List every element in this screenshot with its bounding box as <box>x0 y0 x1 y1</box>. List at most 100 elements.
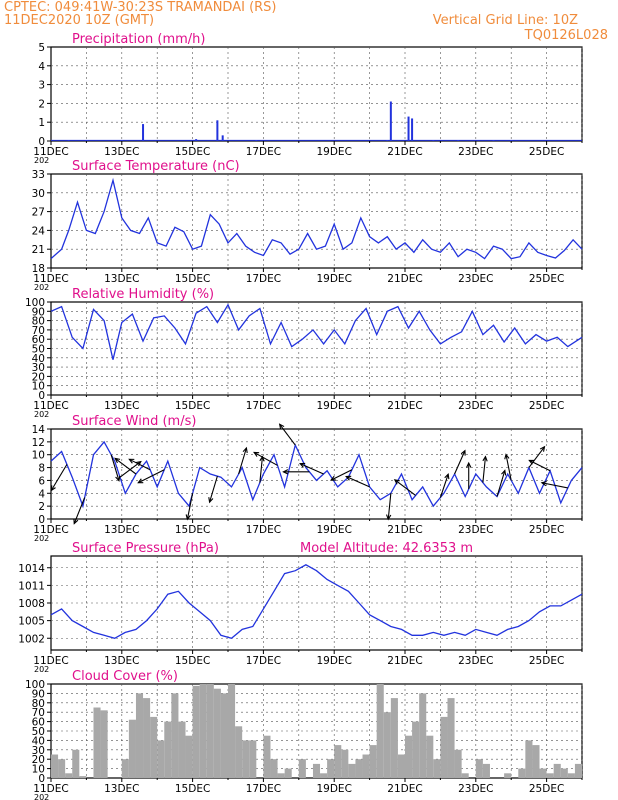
wind-arrow-head <box>528 459 535 465</box>
cloud-bar <box>376 684 384 778</box>
cloud-bar <box>128 719 136 778</box>
wind-arrow-head <box>128 458 135 464</box>
y-tick-label: 2 <box>38 501 45 513</box>
wind-arrow-head <box>282 469 289 475</box>
cloud-bar <box>518 768 526 778</box>
y-tick-label: 80 <box>32 316 45 328</box>
cloud-bar <box>220 693 228 778</box>
cloud-bar <box>334 745 342 778</box>
cloud-bar <box>270 759 278 778</box>
x-tick-label: 21DEC <box>387 655 422 667</box>
x-tick-label: 19DEC <box>316 400 351 412</box>
precip-bar <box>389 101 392 141</box>
wind-arrow <box>454 450 466 475</box>
wind-arrow-head <box>114 457 121 464</box>
precip-bar <box>221 135 224 141</box>
wind-arrow-head <box>460 449 466 456</box>
cloud-bar <box>369 745 377 778</box>
x-tick-label: 23DEC <box>458 783 493 795</box>
wind-arrow <box>345 475 370 488</box>
y-tick-label: 5 <box>38 42 45 54</box>
cloud-bar <box>482 763 490 778</box>
x-tick-label: 13DEC <box>104 655 139 667</box>
x-tick-label: 25DEC <box>529 783 564 795</box>
series-line-temp <box>50 177 583 260</box>
panel-frame-wind <box>50 428 583 520</box>
wind-arrow-head <box>242 446 248 454</box>
cloud-bar <box>135 693 144 778</box>
wind-arrow <box>299 463 324 475</box>
cloud-bar <box>185 735 193 778</box>
cloud-bar <box>320 773 328 778</box>
wind-arrow <box>253 451 278 466</box>
wind-arrow-head <box>115 475 121 482</box>
x-year-label: 202 <box>34 283 49 292</box>
panel-title-temp: Surface Temperature (nC) <box>72 159 240 174</box>
x-tick-label: 21DEC <box>387 524 422 536</box>
wind-arrow <box>529 459 551 472</box>
x-tick-label: 23DEC <box>458 524 493 536</box>
wind-arrow <box>186 493 194 520</box>
x-tick-label: 13DEC <box>104 400 139 412</box>
wind-arrow-head <box>539 445 546 452</box>
vertical-grid-note: Vertical Grid Line: 10Z <box>432 13 578 28</box>
x-tick-label: 21DEC <box>387 146 422 158</box>
y-tick-label: 6 <box>38 475 45 487</box>
wind-arrow <box>387 493 392 520</box>
cloud-bar <box>277 773 285 778</box>
wind-arrow-head <box>50 485 56 492</box>
wind-arrow <box>114 457 137 475</box>
wind-arrow-head <box>393 479 400 485</box>
x-tick-label: 11DEC <box>33 273 68 285</box>
y-tick-label: 60 <box>32 717 45 729</box>
station-title: CPTEC: 049:41W-30:23S TRAMANDAI (RS) <box>4 0 277 15</box>
series-line-wind <box>50 440 583 509</box>
x-tick-label: 15DEC <box>175 273 210 285</box>
x-tick-label: 17DEC <box>246 400 281 412</box>
y-tick-label: 70 <box>32 707 45 719</box>
panel-title-rh: Relative Humidity (%) <box>72 287 214 302</box>
cloud-bar <box>341 749 349 778</box>
wind-arrow-head <box>540 480 547 487</box>
x-tick-label: 15DEC <box>175 655 210 667</box>
cloud-bar <box>440 716 448 778</box>
x-tick-label: 17DEC <box>246 524 281 536</box>
cloud-bar <box>199 684 207 778</box>
y-tick-label: 50 <box>32 726 45 738</box>
wind-arrow <box>73 497 86 524</box>
wind-arrow-head <box>253 451 260 457</box>
cloud-bar <box>475 759 483 778</box>
y-tick-label: 10 <box>32 450 45 462</box>
x-year-label: 202 <box>34 793 49 800</box>
cloud-bar <box>263 735 271 778</box>
wind-arrow <box>394 479 416 496</box>
cloud-bar <box>58 759 66 778</box>
panel-frame-precip <box>50 46 583 142</box>
wind-arrow-head <box>73 518 79 525</box>
wind-arrow-head <box>444 472 450 480</box>
precip-bar <box>411 118 414 141</box>
wind-arrow <box>528 446 545 468</box>
x-tick-label: 19DEC <box>316 273 351 285</box>
cloud-bar <box>79 776 87 778</box>
cloud-bar <box>65 773 73 778</box>
cloud-bar <box>249 740 257 778</box>
wind-arrow <box>259 456 264 483</box>
wind-arrow-head <box>208 497 214 504</box>
y-tick-label: 70 <box>32 325 45 337</box>
cloud-bar <box>419 693 427 778</box>
wind-arrow-head <box>185 514 191 521</box>
cloud-bar <box>100 710 108 778</box>
x-tick-label: 23DEC <box>458 655 493 667</box>
cloud-bar <box>390 698 398 778</box>
precip-bar <box>407 116 410 141</box>
cloud-bar <box>553 763 561 778</box>
y-tick-label: 50 <box>32 344 45 356</box>
panel-title-wind: Surface Wind (m/s) <box>72 414 196 429</box>
x-tick-label: 25DEC <box>529 146 564 158</box>
cloud-bar <box>355 759 363 778</box>
y-tick-label: 40 <box>32 735 45 747</box>
chart-header: CPTEC: 049:41W-30:23S TRAMANDAI (RS) 11D… <box>0 0 618 48</box>
x-tick-label: 13DEC <box>104 273 139 285</box>
